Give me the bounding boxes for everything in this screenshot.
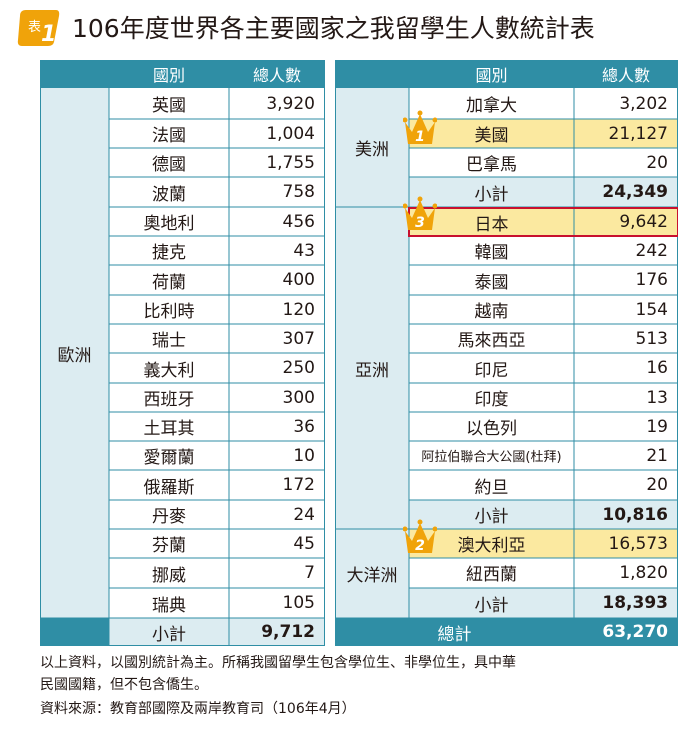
europe-country: 瑞典: [152, 595, 186, 616]
europe-value: 7: [304, 563, 315, 583]
asia-country: 越南: [474, 302, 509, 322]
europe-country: 芬蘭: [152, 536, 186, 556]
europe-country: 波蘭: [152, 184, 186, 205]
europe-value: 400: [282, 270, 315, 290]
header-country-left: 國別: [109, 60, 229, 88]
oceania-value: 16,573: [608, 533, 668, 554]
title-row: 表 1 106年度世界各主要國家之我留學生人數統計表: [16, 6, 686, 50]
asia-country: 日本: [474, 214, 509, 235]
europe-value: 24: [293, 504, 315, 525]
region-asia: 亞洲: [355, 360, 389, 381]
asia-country: 馬來西亞: [457, 331, 526, 351]
europe-value: 1,755: [266, 152, 315, 173]
americas-country: 美國: [474, 126, 509, 146]
americas-value: 3,202: [619, 93, 668, 114]
asia-country: 約旦: [474, 477, 509, 498]
europe-country: 義大利: [143, 360, 195, 381]
crown-rank-1-icon: 1: [403, 110, 437, 145]
oceania-subtotal-label: 小計: [474, 595, 509, 616]
crown-rank-1-label: 1: [415, 129, 425, 145]
europe-value: 250: [282, 358, 315, 378]
region-oceania: 大洋洲: [346, 566, 398, 586]
europe-value: 758: [282, 182, 315, 202]
americas-value: 20: [646, 152, 668, 173]
europe-country: 荷蘭: [152, 272, 186, 293]
europe-country: 土耳其: [143, 419, 195, 439]
asia-value: 154: [635, 299, 668, 320]
asia-subtotal-label: 小計: [474, 507, 509, 527]
europe-country: 西班牙: [143, 390, 195, 410]
europe-subtotal-value: 9,712: [261, 622, 315, 642]
header-country-right: 國別: [409, 60, 574, 88]
table-badge-icon: 表 1: [17, 10, 60, 47]
europe-value: 45: [293, 533, 315, 554]
oceania-value: 1,820: [619, 562, 668, 583]
header-total-left: 總人數: [229, 60, 325, 88]
badge-label: 表: [28, 20, 41, 35]
crown-rank-2-label: 2: [415, 538, 425, 554]
americas-country: 加拿大: [466, 96, 517, 116]
asia-country: 印尼: [474, 360, 509, 381]
asia-value: 21: [646, 445, 668, 466]
europe-country: 俄羅斯: [143, 477, 195, 498]
europe-country: 愛爾蘭: [143, 448, 195, 468]
europe-value: 172: [282, 475, 315, 495]
source-note: 資料來源：教育部國際及兩岸教育司（106年4月）: [40, 701, 356, 717]
oceania-country: 澳大利亞: [457, 536, 526, 556]
europe-value: 43: [293, 240, 315, 261]
europe-subtotal-label: 小計: [152, 624, 186, 645]
header-total-right: 總人數: [574, 60, 678, 88]
europe-value: 1,004: [266, 123, 315, 144]
table-grid: [40, 60, 678, 646]
europe-country: 法國: [152, 126, 186, 146]
asia-value: 16: [646, 358, 668, 378]
asia-country: 阿拉伯聯合大公國(杜拜): [421, 450, 562, 465]
asia-value: 9,642: [619, 212, 668, 232]
note-line-1: 以上資料，以國別統計為主。所稱我國留學生包含學位生、非學位生，具中華: [40, 655, 516, 671]
asia-subtotal-value: 10,816: [602, 504, 668, 525]
region-europe: 歐洲: [57, 345, 92, 366]
europe-country: 捷克: [152, 243, 186, 263]
europe-value: 105: [282, 593, 315, 613]
crown-rank-2-icon: 2: [403, 519, 437, 554]
asia-country: 印度: [474, 390, 509, 410]
grand-total-label: 總計: [437, 624, 472, 645]
oceania-subtotal-value: 18,393: [602, 593, 668, 613]
asia-value: 176: [635, 270, 668, 290]
badge-number: 1: [41, 22, 56, 47]
americas-subtotal-label: 小計: [474, 184, 509, 205]
asia-value: 20: [646, 475, 668, 495]
europe-value: 456: [282, 211, 315, 232]
oceania-country: 紐西蘭: [466, 565, 517, 585]
europe-value: 36: [293, 416, 315, 437]
europe-value: 120: [282, 299, 315, 320]
americas-value: 21,127: [608, 123, 668, 144]
note-line-2: 民國國籍，但不包含僑生。: [40, 677, 208, 693]
asia-value: 13: [646, 387, 668, 408]
crown-rank-3-label: 3: [415, 215, 425, 231]
asia-value: 513: [635, 328, 668, 349]
europe-country: 比利時: [143, 302, 195, 322]
asia-value: 242: [635, 240, 668, 261]
europe-country: 丹麥: [152, 507, 186, 527]
region-americas: 美洲: [355, 140, 389, 160]
europe-country: 德國: [152, 155, 186, 175]
page-title: 106年度世界各主要國家之我留學生人數統計表: [72, 14, 595, 43]
asia-country: 泰國: [474, 272, 509, 293]
europe-value: 307: [282, 328, 315, 349]
europe-country: 挪威: [152, 565, 186, 586]
europe-country: 奧地利: [143, 214, 195, 234]
americas-subtotal-value: 24,349: [602, 182, 668, 202]
asia-country: 以色列: [466, 419, 517, 439]
europe-value: 300: [282, 387, 315, 408]
crown-rank-3-icon: 3: [403, 196, 437, 231]
asia-country: 韓國: [474, 243, 509, 263]
europe-country: 英國: [152, 96, 186, 116]
grand-total-value: 63,270: [602, 622, 668, 642]
europe-value: 3,920: [266, 93, 315, 114]
europe-value: 10: [293, 445, 315, 466]
americas-country: 巴拿馬: [466, 155, 517, 175]
asia-value: 19: [646, 416, 668, 437]
europe-country: 瑞士: [152, 331, 186, 351]
